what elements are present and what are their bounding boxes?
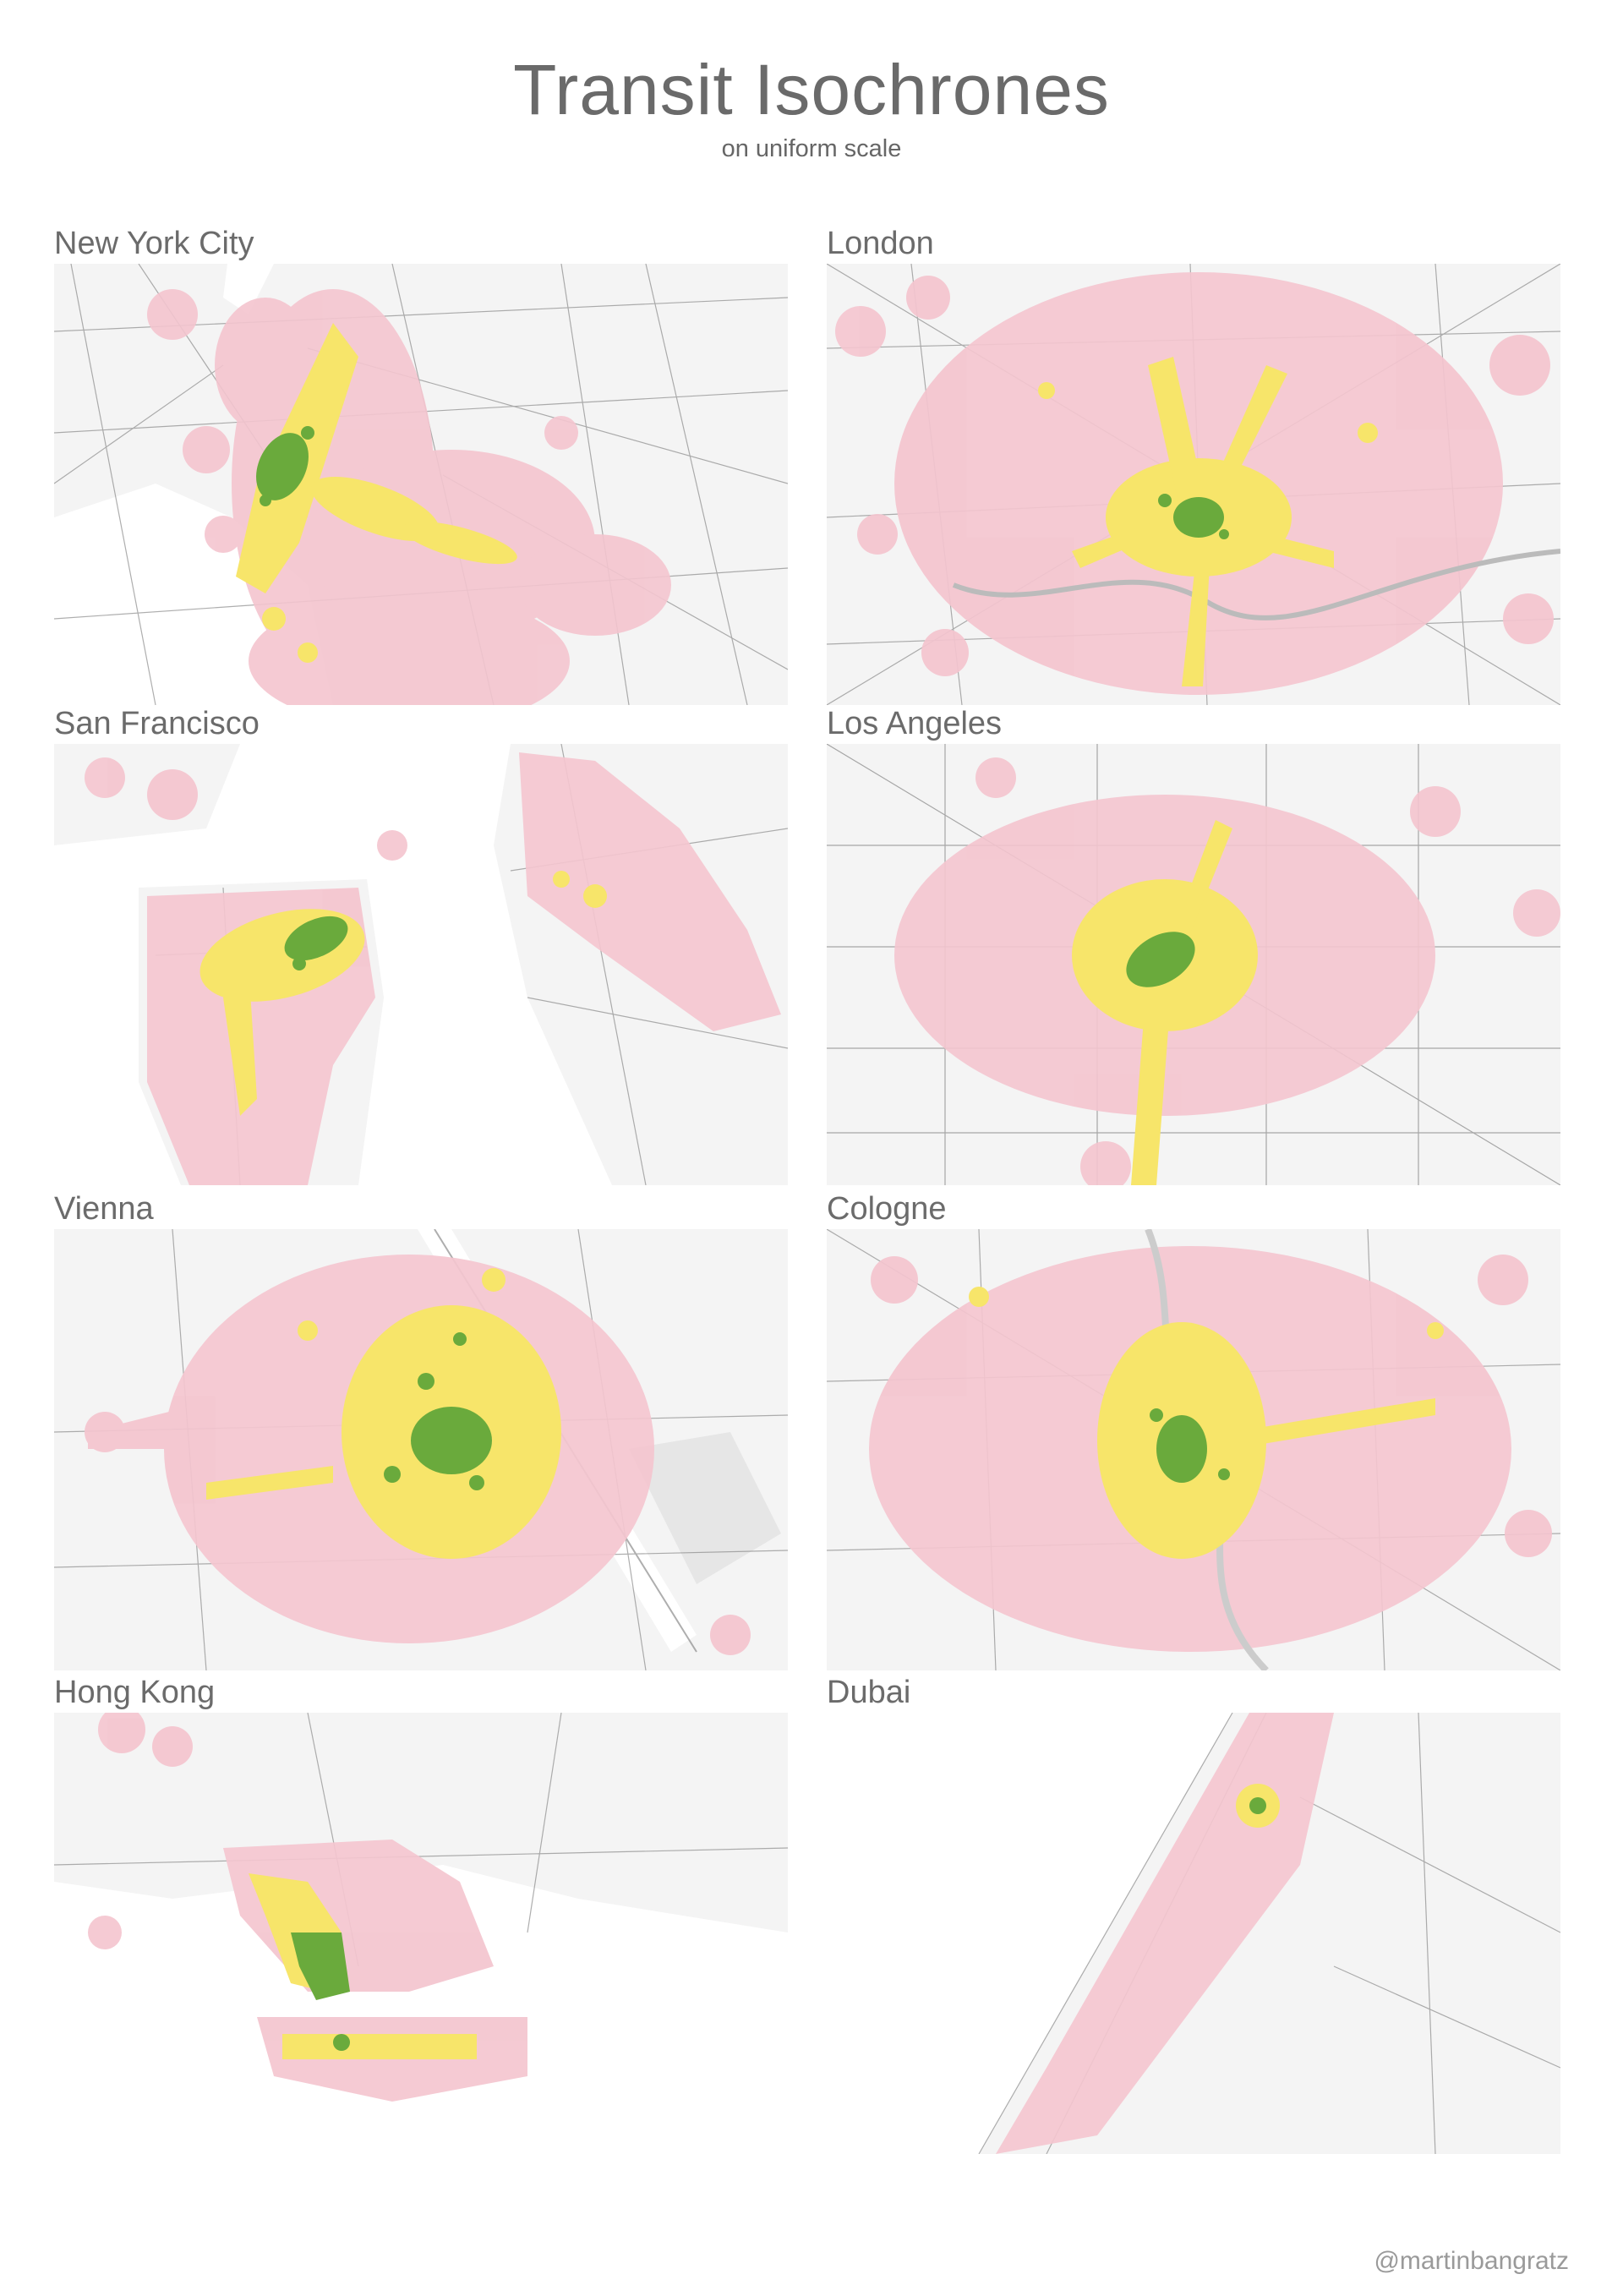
city-label: Los Angeles — [827, 706, 1003, 741]
isochrone-map — [54, 264, 788, 705]
page-subtitle: on uniform scale — [721, 135, 902, 162]
map-panel-hong-kong: Hong Kong — [54, 1672, 788, 2154]
isochrone-map — [54, 1713, 788, 2154]
map-panel-san-francisco: San Francisco — [54, 703, 788, 1185]
map-panel-los-angeles: Los Angeles — [827, 703, 1560, 1185]
map-panel-london: London — [827, 223, 1560, 705]
map-panel-dubai: Dubai — [827, 1672, 1560, 2154]
isochrone-map — [54, 1229, 788, 1670]
city-label: New York City — [54, 226, 254, 261]
map-panel-cologne: Cologne — [827, 1189, 1560, 1670]
isochrone-map — [54, 744, 788, 1185]
city-label: London — [827, 226, 934, 261]
map-panel-new-york: New York City — [54, 223, 788, 705]
city-label: Vienna — [54, 1191, 154, 1227]
map-panel-vienna: Vienna — [54, 1189, 788, 1670]
isochrone-map — [827, 1229, 1560, 1670]
isochrone-map — [827, 264, 1560, 705]
page-title: Transit Isochrones — [513, 50, 1110, 129]
isochrone-map — [827, 1713, 1560, 2154]
city-label: Hong Kong — [54, 1675, 216, 1710]
city-label: Cologne — [827, 1191, 947, 1227]
city-label: Dubai — [827, 1675, 911, 1710]
isochrone-map — [827, 744, 1560, 1185]
city-label: San Francisco — [54, 706, 260, 741]
author-credit: @martinbangratz — [1374, 2247, 1569, 2275]
